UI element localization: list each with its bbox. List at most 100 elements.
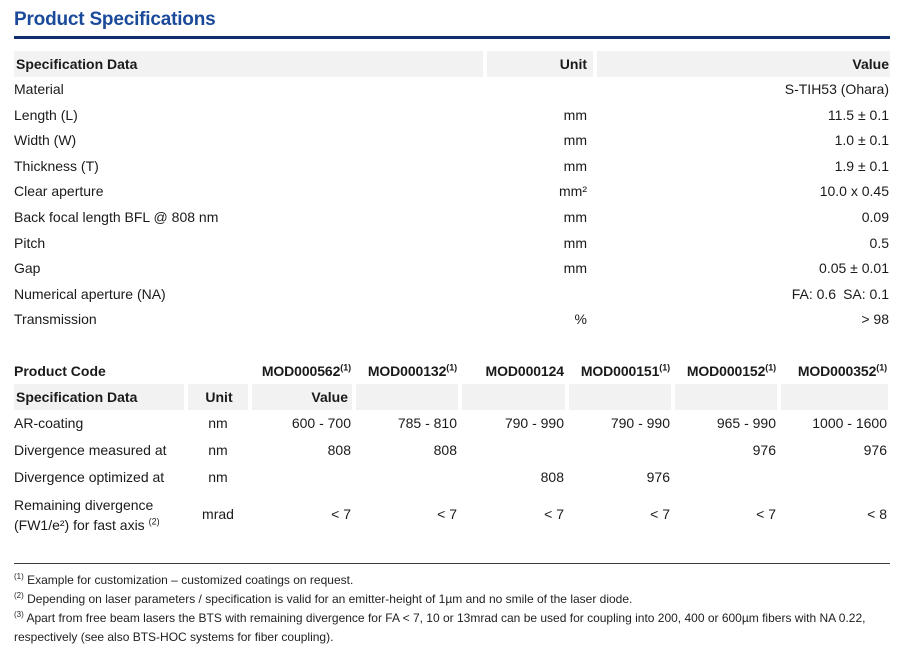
value-cell: 785 - 810 <box>397 414 457 431</box>
value-cell: 976 <box>752 441 776 458</box>
unit-header: Unit <box>487 51 593 77</box>
spec-label: Thickness (T) <box>14 157 99 174</box>
unit-cell: nm <box>208 441 228 458</box>
value-cell: FA: 0.6 SA: 0.1 <box>791 285 889 302</box>
value-cell: 11.5 ± 0.1 <box>827 106 889 123</box>
title-rule <box>14 36 890 39</box>
value-cell: 1.9 ± 0.1 <box>834 157 889 174</box>
product-code-row: Product Code MOD000562(1) MOD000132(1) M… <box>14 358 890 384</box>
code-text: MOD000152 <box>686 362 766 379</box>
footnote-divider <box>14 562 890 564</box>
table-row: Material S-TIH53 (Ohara) <box>14 77 890 103</box>
table-header-row: Specification Data Unit Value <box>14 51 890 77</box>
spec-label: Divergence measured at <box>14 441 167 458</box>
header-filler <box>781 383 888 410</box>
spec-label: Back focal length BFL @ 808 nm <box>14 208 219 225</box>
value-cell <box>356 464 458 491</box>
footnote: (2) Depending on laser parameters / spec… <box>14 590 890 609</box>
footnote: (1) Example for customization – customiz… <box>14 571 890 590</box>
table-row: Thickness (T) mm 1.9 ± 0.1 <box>14 154 890 180</box>
footnote-text: Example for customization – customized c… <box>27 572 354 587</box>
footnote-ref-icon: (1) <box>340 362 351 373</box>
footnote-ref-icon: (2) <box>148 516 160 527</box>
value-cell <box>252 464 352 491</box>
value-cell: < 7 <box>544 505 564 522</box>
table-row: Gap mm 0.05 ± 0.01 <box>14 256 890 282</box>
footnote: (3) Apart from free beam lasers the BTS … <box>14 609 890 647</box>
footnote-marker: (1) <box>14 571 24 581</box>
value-cell: 0.05 ± 0.01 <box>819 260 889 277</box>
unit-cell: mm <box>563 132 587 149</box>
product-code: MOD000562(1) <box>252 358 352 384</box>
value-cell: < 8 <box>867 505 887 522</box>
code-text: MOD000132 <box>367 362 447 379</box>
value-cell: 808 <box>540 468 564 485</box>
product-code-label: Product Code <box>14 362 106 379</box>
general-spec-table: Specification Data Unit Value Material S… <box>14 51 890 333</box>
table-row: Length (L) mm 11.5 ± 0.1 <box>14 103 890 129</box>
value-cell <box>569 437 671 464</box>
table-row: AR-coating nm 600 - 700 785 - 810 790 - … <box>14 410 890 437</box>
product-code: MOD000151(1) <box>569 358 671 384</box>
product-code: MOD000124 <box>462 358 565 384</box>
value-cell <box>462 437 565 464</box>
spec-label: Remaining divergence (FW1/e²) for fast a… <box>14 491 184 538</box>
footnote-text: Apart from free beam lasers the BTS with… <box>14 610 866 644</box>
table-row: Pitch mm 0.5 <box>14 231 890 257</box>
unit-cell: mm <box>563 106 587 123</box>
header-filler <box>569 383 671 410</box>
code-text: MOD000151 <box>580 362 660 379</box>
value-cell: S-TIH53 (Ohara) <box>784 81 889 97</box>
unit-cell: mm <box>563 157 587 174</box>
footnote-ref-icon: (1) <box>659 362 670 373</box>
value-cell: 600 - 700 <box>291 414 351 431</box>
code-text: MOD000352 <box>797 362 877 379</box>
value-cell: 790 - 990 <box>610 414 670 431</box>
spec-data-header: Specification Data <box>14 51 483 77</box>
unit-cell: mm <box>563 208 587 225</box>
header-filler <box>675 383 777 410</box>
spec-label: Pitch <box>14 234 46 251</box>
code-text: MOD000562 <box>261 362 341 379</box>
product-spec-table: Product Code MOD000562(1) MOD000132(1) M… <box>14 358 890 538</box>
value-cell: < 7 <box>331 505 351 522</box>
table-row: Remaining divergence (FW1/e²) for fast a… <box>14 491 890 538</box>
spec-data-header: Specification Data <box>14 383 184 410</box>
footnote-ref-icon: (1) <box>876 362 887 373</box>
value-cell: 790 - 990 <box>504 414 564 431</box>
value-header: Value <box>252 383 352 410</box>
spec-label-line1: Remaining divergence <box>14 496 154 513</box>
unit-cell: mm <box>563 234 587 251</box>
value-cell: < 7 <box>437 505 457 522</box>
table-row: Divergence optimized at nm 808 976 <box>14 464 890 491</box>
footnote-marker: (2) <box>14 590 24 600</box>
unit-cell <box>487 77 593 103</box>
value-cell <box>675 464 777 491</box>
code-text: MOD000124 <box>485 362 565 379</box>
page-title: Product Specifications <box>14 9 216 30</box>
unit-header: Unit <box>188 383 248 410</box>
unit-cell: mrad <box>202 505 234 522</box>
spec-label: Length (L) <box>14 106 78 123</box>
value-header: Value <box>597 51 890 77</box>
product-code: MOD000152(1) <box>675 358 777 384</box>
table-row: Back focal length BFL @ 808 nm mm 0.09 <box>14 205 890 231</box>
value-cell: 0.09 <box>861 208 889 225</box>
value-cell: 808 <box>327 441 351 458</box>
value-cell: 1000 - 1600 <box>812 414 887 431</box>
value-cell: 808 <box>433 441 457 458</box>
unit-cell: nm <box>208 468 228 485</box>
unit-cell <box>487 282 593 308</box>
spec-label: Width (W) <box>14 132 77 149</box>
spec-label: Divergence optimized at <box>14 468 165 485</box>
footnote-text: Depending on laser parameters / specific… <box>27 591 633 606</box>
spec-label: Numerical aperture (NA) <box>14 285 166 302</box>
footnote-ref-icon: (1) <box>765 362 776 373</box>
header-filler <box>462 383 565 410</box>
header-filler <box>356 383 458 410</box>
unit-cell: % <box>574 311 587 328</box>
value-cell: < 7 <box>756 505 776 522</box>
table-header-row: Specification Data Unit Value <box>14 383 890 410</box>
spec-label: Clear aperture <box>14 183 104 200</box>
